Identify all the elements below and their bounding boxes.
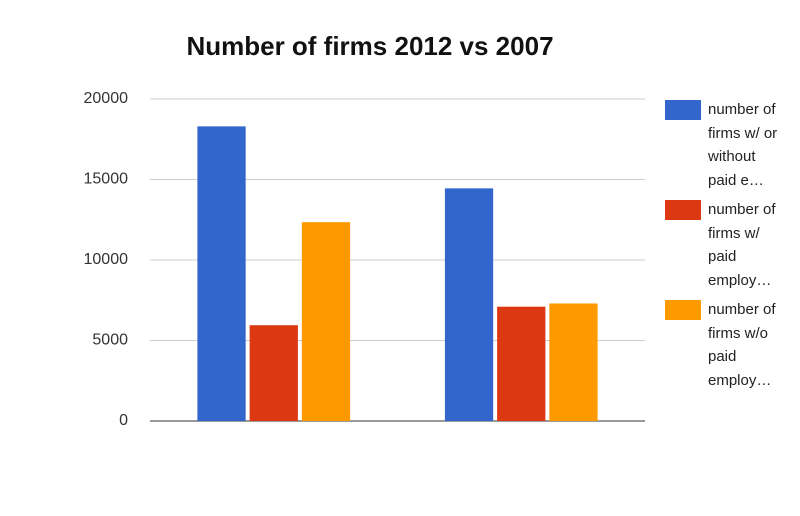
y-tick-label: 20000: [84, 90, 129, 107]
bar: [549, 303, 598, 421]
bar: [444, 188, 494, 421]
y-tick-label: 5000: [92, 332, 128, 349]
y-tick-label: 0: [119, 412, 128, 429]
y-tick-label: 10000: [84, 251, 129, 268]
legend-entry: number of firms w/ paid employ…: [665, 198, 788, 292]
legend-entry: number of firms w/o paid employ…: [665, 298, 788, 392]
legend-swatch: [665, 100, 701, 120]
bar: [249, 325, 298, 421]
legend-entry: number of firms w/ or without paid e…: [665, 98, 788, 192]
legend: number of firms w/ or without paid e… num…: [665, 98, 788, 392]
bar: [197, 126, 246, 422]
legend-label: number of firms w/ paid employ…: [708, 201, 776, 289]
legend-label: number of firms w/o paid employ…: [708, 301, 776, 389]
chart-title: Number of firms 2012 vs 2007: [186, 31, 553, 61]
legend-label: number of firms w/ or without paid e…: [708, 101, 778, 189]
legend-swatch: [665, 200, 701, 220]
bar: [301, 222, 351, 421]
legend-swatch: [665, 300, 701, 320]
bar: [497, 306, 546, 421]
y-tick-label: 15000: [84, 171, 129, 188]
